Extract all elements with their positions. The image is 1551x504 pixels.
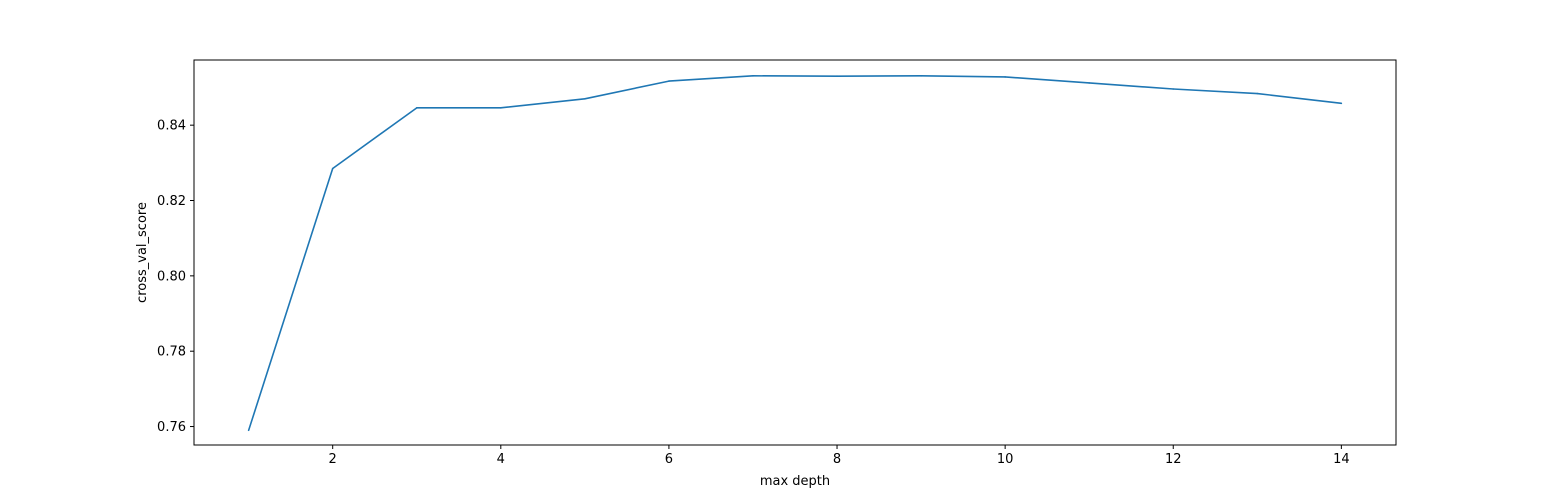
x-tick-label: 14 (1333, 452, 1350, 467)
data-point (668, 80, 670, 82)
data-point (331, 167, 334, 170)
x-tick-label: 2 (329, 452, 337, 467)
data-point (1004, 76, 1006, 78)
series-layer (247, 75, 1343, 432)
y-tick-label: 0.84 (157, 119, 186, 134)
x-axis-label: max depth (760, 474, 830, 489)
data-point (500, 107, 502, 109)
data-point (247, 429, 250, 432)
data-point (1340, 102, 1343, 105)
y-tick-label: 0.76 (157, 420, 186, 435)
y-tick-label: 0.78 (157, 345, 186, 360)
x-tick-label: 6 (665, 452, 673, 467)
data-point (584, 98, 586, 100)
y-tick-label: 0.80 (157, 269, 186, 284)
data-point (920, 75, 922, 77)
y-axis-ticks: 0.76 0.78 0.80 0.82 0.84 (157, 119, 194, 435)
data-point (1088, 82, 1090, 84)
x-tick-label: 8 (833, 452, 841, 467)
data-point (415, 107, 418, 109)
data-point (752, 75, 754, 77)
data-point (836, 75, 838, 77)
y-axis-label: cross_val_score (135, 202, 150, 303)
x-tick-label: 10 (997, 452, 1014, 467)
data-point (1172, 88, 1175, 90)
x-tick-label: 4 (497, 452, 505, 467)
plot-area-frame (193, 59, 1397, 446)
y-tick-label: 0.82 (157, 194, 186, 209)
x-tick-label: 12 (1165, 452, 1182, 467)
x-axis-ticks: 2 4 6 8 10 12 14 (329, 445, 1350, 467)
data-point (1256, 92, 1259, 95)
series-line-1 (247, 75, 1342, 431)
